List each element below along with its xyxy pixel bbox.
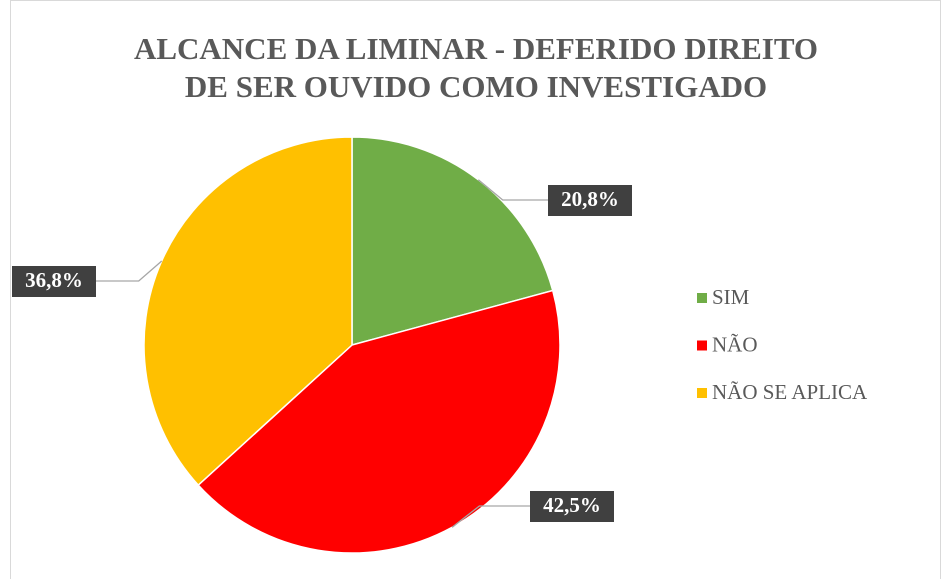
- leader-line: [96, 260, 163, 282]
- chart-title: DE SER OUVIDO COMO INVESTIGADO: [185, 69, 767, 104]
- data-label-box: [530, 491, 614, 522]
- legend-swatch: [697, 340, 707, 351]
- legend-swatch: [697, 388, 707, 398]
- chart-title: ALCANCE DA LIMINAR - DEFERIDO DIREITO: [134, 31, 818, 66]
- leader-line: [451, 505, 530, 528]
- legend-label: NÃO SE APLICA: [712, 380, 868, 404]
- data-label: 42,5%: [543, 493, 601, 517]
- data-label-box: [548, 185, 632, 216]
- legend-swatch: [697, 293, 707, 303]
- legend-label: NÃO: [712, 332, 758, 356]
- legend-label: SIM: [712, 285, 750, 309]
- data-label-box: [12, 266, 96, 297]
- data-label: 20,8%: [561, 187, 619, 211]
- data-label: 36,8%: [25, 268, 83, 292]
- leader-line: [477, 179, 548, 201]
